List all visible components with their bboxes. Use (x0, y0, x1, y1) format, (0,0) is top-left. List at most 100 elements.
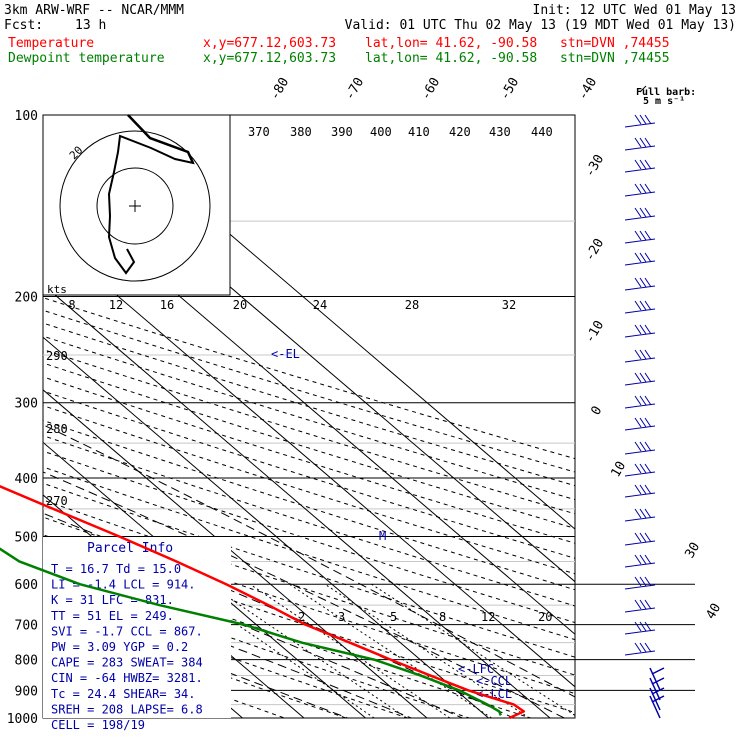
mixing-ratio-line (324, 583, 530, 718)
dry-adiabat-line (43, 435, 575, 607)
wind-barb-flag (644, 532, 652, 543)
wind-barb-staff (649, 667, 661, 691)
wind-barb-flag (651, 687, 665, 695)
dewpoint-legend-label: Dewpoint temperature (8, 51, 165, 66)
wind-barb-staff (624, 607, 656, 613)
dry-adiabat-line (43, 322, 575, 487)
wind-barb-staff (649, 677, 661, 701)
lfc-marker: <-LFC (458, 662, 494, 676)
wind-barb-flag (634, 463, 642, 474)
hodograph-tick-label: 20 (233, 298, 247, 312)
parcel-info-panel (43, 537, 231, 718)
wind-barb-flag (644, 441, 652, 452)
wind-barb-staff (624, 492, 656, 498)
wind-barb-flag (644, 137, 652, 148)
m-marker: M (379, 529, 386, 543)
wind-barb-flag (644, 621, 652, 632)
temperature-legend-station: stn=DVN ,74455 (560, 36, 670, 51)
wind-barb-flag (634, 277, 642, 288)
wind-barb-flag (639, 576, 647, 587)
theta-label: 400 (370, 125, 392, 139)
theta-label: 270 (46, 494, 68, 508)
wind-barb-flag (639, 395, 647, 406)
wind-barb-flag (634, 252, 642, 263)
wind-barb-flag (639, 230, 647, 241)
dry-adiabat-line (43, 609, 348, 718)
parcel-info-row: T = 16.7 Td = 15.0 (51, 562, 181, 576)
temperature-label: -60 (418, 75, 443, 103)
parcel-info-row: CELL = 198/19 (51, 718, 145, 732)
wind-barb-staff (624, 650, 656, 656)
wind-barb-flag (644, 207, 652, 218)
valid-time: Valid: 01 UTC Thu 02 May 13 (19 MDT Wed … (344, 18, 736, 33)
parcel-info-row: SVI = -1.7 CCL = 867. (51, 624, 203, 638)
wind-barb-flag (634, 395, 642, 406)
wind-barb-staff (649, 687, 661, 711)
parcel-info-row: Tc = 24.4 SHEAR= 34. (51, 687, 196, 701)
wind-barb-flag (639, 642, 647, 653)
wind-barb-flag (634, 417, 642, 428)
parcel-info-row: PW = 3.09 YGP = 0.2 (51, 640, 188, 654)
forecast-hour-value: 13 h (75, 18, 107, 33)
hodograph-inner-ring (96, 167, 174, 245)
mixing-ratio-line (209, 583, 408, 718)
wind-barb-flag (639, 114, 647, 125)
hodograph-tick-label: 8 (68, 298, 75, 312)
wind-barb-flag (639, 300, 647, 311)
wind-barb-staff (624, 191, 656, 197)
wind-barb-flag (651, 677, 665, 685)
wind-barb-flag (634, 441, 642, 452)
dewpoint-temperature-line (0, 547, 502, 716)
pressure-label-700: 700 (15, 619, 38, 634)
model-title: 3km ARW-WRF -- NCAR/MMM (4, 3, 185, 18)
wind-barb-flag (644, 484, 652, 495)
wind-barb-flag (634, 532, 642, 543)
wind-barb-flag (634, 372, 642, 383)
wind-barb-flag (639, 484, 647, 495)
lcl-marker: <-LCL (476, 687, 512, 701)
pressure-label-900: 900 (15, 684, 38, 699)
ccl-marker: <-CCL (476, 674, 512, 688)
wind-barb-staff (624, 540, 656, 546)
wind-barb-flag (634, 137, 642, 148)
hodograph-tick-label: 12 (109, 298, 123, 312)
wind-barb-staff (624, 629, 656, 635)
barb-legend-unit: 5 m s⁻¹ (643, 96, 685, 107)
parcel-info-row: LI = -1.4 LCL = 914. (51, 578, 196, 592)
wind-barb-flag (644, 114, 652, 125)
wind-barb-flag (651, 695, 665, 703)
hodograph-tick-label: 24 (313, 298, 327, 312)
wind-barb-staff (624, 449, 656, 455)
dry-adiabat-line (43, 570, 471, 718)
wind-barb-flag (634, 159, 642, 170)
temperature-legend-label: Temperature (8, 36, 95, 51)
isotherm-line (43, 389, 428, 718)
mixing-ratio-label: 20 (538, 610, 552, 624)
wind-barb-flag (634, 183, 642, 194)
parcel-info-title: Parcel Info (87, 541, 173, 556)
wind-barb-flag (651, 667, 665, 675)
mixing-ratio-label: 5 (390, 610, 397, 624)
temperature-label: -20 (582, 236, 607, 264)
isotherm-line (43, 284, 551, 718)
temperature-label: -80 (267, 75, 292, 103)
wind-barb-flag (639, 508, 647, 519)
wind-barb-flag (639, 252, 647, 263)
wind-barb-flag (634, 554, 642, 565)
hodograph-tick-label: 16 (160, 298, 174, 312)
theta-label: 430 (489, 125, 511, 139)
wind-barb-flag (644, 300, 652, 311)
wind-barb-flag (634, 324, 642, 335)
temperature-legend-latlon: lat,lon= 41.62, -90.58 (365, 36, 538, 51)
mixing-ratio-label: 8 (439, 610, 446, 624)
mixing-ratio-label: 12 (481, 610, 495, 624)
dry-adiabat-line (43, 419, 575, 591)
wind-barb-staff (624, 145, 656, 151)
wind-barb-flag (639, 159, 647, 170)
hodograph-trace-upper (127, 114, 195, 164)
wind-barb-staff (624, 584, 656, 590)
theta-label: 380 (290, 125, 312, 139)
wind-barb-staff (649, 695, 661, 719)
barb-legend-glyph (639, 85, 647, 93)
